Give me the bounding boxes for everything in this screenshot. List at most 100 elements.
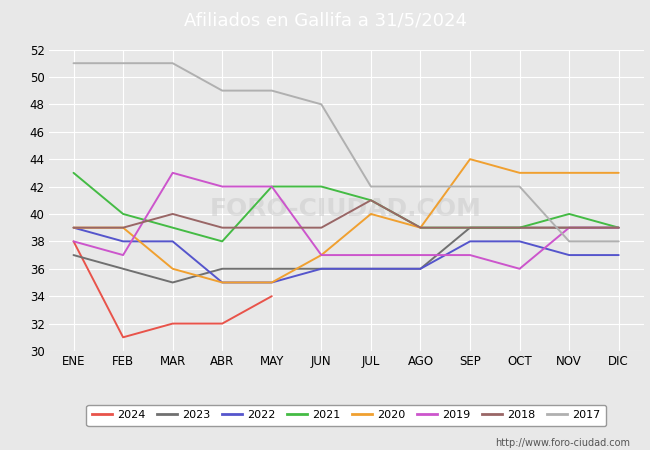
2017 bbox=[417, 184, 424, 189]
2023 bbox=[515, 225, 523, 230]
2020 bbox=[417, 225, 424, 230]
2017 bbox=[119, 60, 127, 66]
2023 bbox=[119, 266, 127, 271]
2018 bbox=[417, 225, 424, 230]
2022 bbox=[317, 266, 325, 271]
2022 bbox=[218, 280, 226, 285]
2022 bbox=[515, 238, 523, 244]
2020 bbox=[119, 225, 127, 230]
2017 bbox=[367, 184, 375, 189]
Line: 2019: 2019 bbox=[73, 173, 619, 269]
2024 bbox=[218, 321, 226, 326]
2017 bbox=[566, 238, 573, 244]
2023 bbox=[268, 266, 276, 271]
2018 bbox=[169, 211, 177, 216]
2019 bbox=[70, 238, 77, 244]
Line: 2021: 2021 bbox=[73, 173, 619, 241]
Text: FORO-CIUDAD.COM: FORO-CIUDAD.COM bbox=[210, 197, 482, 221]
2023 bbox=[70, 252, 77, 258]
2022 bbox=[70, 225, 77, 230]
Line: 2020: 2020 bbox=[73, 159, 619, 283]
2017 bbox=[70, 60, 77, 66]
2020 bbox=[515, 170, 523, 176]
2019 bbox=[566, 225, 573, 230]
Line: 2018: 2018 bbox=[73, 200, 619, 228]
2021 bbox=[268, 184, 276, 189]
2018 bbox=[119, 225, 127, 230]
2024 bbox=[119, 335, 127, 340]
2019 bbox=[367, 252, 375, 258]
2022 bbox=[566, 252, 573, 258]
Line: 2017: 2017 bbox=[73, 63, 619, 241]
2021 bbox=[119, 211, 127, 216]
2024 bbox=[169, 321, 177, 326]
2021 bbox=[466, 225, 474, 230]
Line: 2023: 2023 bbox=[73, 228, 619, 283]
2020 bbox=[218, 280, 226, 285]
2018 bbox=[466, 225, 474, 230]
2018 bbox=[317, 225, 325, 230]
Text: Afiliados en Gallifa a 31/5/2024: Afiliados en Gallifa a 31/5/2024 bbox=[183, 11, 467, 29]
2023 bbox=[218, 266, 226, 271]
2021 bbox=[615, 225, 623, 230]
2020 bbox=[70, 225, 77, 230]
2019 bbox=[615, 225, 623, 230]
2021 bbox=[218, 238, 226, 244]
2022 bbox=[268, 280, 276, 285]
2023 bbox=[169, 280, 177, 285]
2020 bbox=[367, 211, 375, 216]
2019 bbox=[317, 252, 325, 258]
Text: http://www.foro-ciudad.com: http://www.foro-ciudad.com bbox=[495, 438, 630, 448]
2017 bbox=[268, 88, 276, 93]
2017 bbox=[466, 184, 474, 189]
2022 bbox=[119, 238, 127, 244]
2024 bbox=[268, 293, 276, 299]
2021 bbox=[515, 225, 523, 230]
2023 bbox=[367, 266, 375, 271]
2017 bbox=[317, 102, 325, 107]
2018 bbox=[367, 198, 375, 203]
2023 bbox=[466, 225, 474, 230]
2024 bbox=[70, 238, 77, 244]
2021 bbox=[417, 225, 424, 230]
2020 bbox=[268, 280, 276, 285]
2020 bbox=[169, 266, 177, 271]
2017 bbox=[169, 60, 177, 66]
2020 bbox=[566, 170, 573, 176]
2022 bbox=[367, 266, 375, 271]
2018 bbox=[218, 225, 226, 230]
2019 bbox=[218, 184, 226, 189]
2018 bbox=[566, 225, 573, 230]
2021 bbox=[566, 211, 573, 216]
2022 bbox=[169, 238, 177, 244]
2018 bbox=[268, 225, 276, 230]
Legend: 2024, 2023, 2022, 2021, 2020, 2019, 2018, 2017: 2024, 2023, 2022, 2021, 2020, 2019, 2018… bbox=[86, 405, 606, 426]
2022 bbox=[466, 238, 474, 244]
2019 bbox=[515, 266, 523, 271]
2021 bbox=[169, 225, 177, 230]
2017 bbox=[515, 184, 523, 189]
2019 bbox=[119, 252, 127, 258]
Line: 2024: 2024 bbox=[73, 241, 272, 338]
2020 bbox=[466, 157, 474, 162]
2019 bbox=[268, 184, 276, 189]
2023 bbox=[417, 266, 424, 271]
2023 bbox=[566, 225, 573, 230]
2020 bbox=[615, 170, 623, 176]
2021 bbox=[367, 198, 375, 203]
2023 bbox=[317, 266, 325, 271]
2017 bbox=[218, 88, 226, 93]
2018 bbox=[70, 225, 77, 230]
2018 bbox=[515, 225, 523, 230]
2021 bbox=[70, 170, 77, 176]
Line: 2022: 2022 bbox=[73, 228, 619, 283]
2021 bbox=[317, 184, 325, 189]
2019 bbox=[169, 170, 177, 176]
2022 bbox=[417, 266, 424, 271]
2017 bbox=[615, 238, 623, 244]
2023 bbox=[615, 225, 623, 230]
2020 bbox=[317, 252, 325, 258]
2019 bbox=[466, 252, 474, 258]
2022 bbox=[615, 252, 623, 258]
2018 bbox=[615, 225, 623, 230]
